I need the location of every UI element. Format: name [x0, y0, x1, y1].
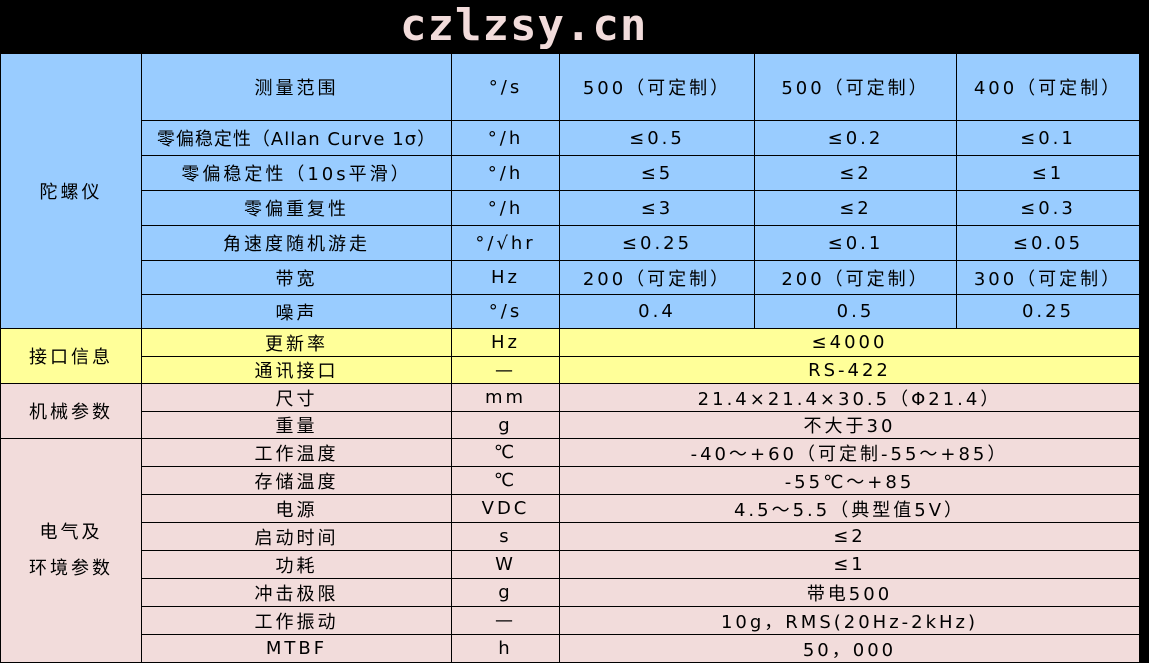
table-row: 零偏稳定性（10s平滑） °/h ≤5 ≤2 ≤1	[1, 155, 1140, 191]
param-value: ≤2	[559, 522, 1140, 551]
spec-table: 陀螺仪 测量范围 °/s 500（可定制） 500（可定制） 400（可定制） 零偏稳定性（…	[0, 53, 1140, 663]
param-unit: °/h	[451, 155, 560, 191]
param-value: ≤0.5	[559, 120, 755, 156]
param-name: 零偏重复性	[141, 190, 452, 226]
param-value: 10g，RMS(20Hz-2kHz)	[559, 606, 1140, 635]
category-cell: 陀螺仪	[0, 53, 142, 329]
param-unit: Hz	[451, 260, 560, 295]
param-name: 更新率	[141, 328, 452, 357]
table-row: 零偏稳定性（Allan Curve 1σ） °/h ≤0.5 ≤0.2 ≤0.1	[1, 120, 1140, 156]
table-row: 电源 VDC 4.5～5.5（典型值5V）	[1, 494, 1140, 523]
param-value: 300（可定制）	[956, 260, 1140, 295]
table-row: 工作振动 —10g，RMS(20Hz-2kHz)	[1, 606, 1140, 635]
param-value: 带电500	[559, 578, 1140, 607]
table-row: 功耗 W ≤1	[1, 550, 1140, 579]
table-row: 冲击极限 g 带电500	[1, 578, 1140, 607]
table-row: 存储温度 ℃ -55℃～+85	[1, 466, 1140, 495]
table-row: 电气及 环境参数 工作温度 ℃ -40～+60（可定制-55～+85）	[0, 438, 1140, 663]
param-value: 500（可定制）	[559, 53, 755, 121]
param-unit: —	[451, 606, 560, 635]
param-unit: g	[451, 578, 560, 607]
param-unit: °/√hr	[451, 225, 560, 261]
category-cell: 机械参数	[0, 383, 142, 439]
param-name: 带宽	[141, 260, 452, 295]
param-value: 0.4	[559, 294, 755, 329]
param-name: 零偏稳定性（10s平滑）	[141, 155, 452, 191]
param-value: 200（可定制）	[754, 260, 957, 295]
param-value: 200（可定制）	[559, 260, 755, 295]
table-row: 接口信息 更新率 Hz ≤4000	[0, 328, 1140, 384]
table-row: 噪声 °/s 0.4 0.5 0.25	[1, 294, 1140, 329]
table-row: 带宽 Hz 200（可定制） 200（可定制） 300（可定制）	[1, 260, 1140, 295]
param-unit: W	[451, 550, 560, 579]
param-name: 重量	[141, 411, 452, 439]
param-unit: VDC	[451, 494, 560, 523]
category-cell: 电气及 环境参数	[0, 438, 142, 663]
table-row: 角速度随机游走 °/√hr ≤0.25 ≤0.1 ≤0.05	[1, 225, 1140, 261]
param-value: ≤0.1	[956, 120, 1140, 156]
param-unit: h	[451, 634, 560, 663]
param-name: 启动时间	[141, 522, 452, 551]
param-value: ≤0.1	[754, 225, 957, 261]
param-value: -55℃～+85	[559, 466, 1140, 495]
param-value: ≤2	[754, 190, 957, 226]
param-name: 噪声	[141, 294, 452, 329]
param-name: 角速度随机游走	[141, 225, 452, 261]
param-name: 测量范围	[141, 53, 452, 121]
table-row: 启动时间 s ≤2	[1, 522, 1140, 551]
param-unit: °/s	[451, 294, 560, 329]
category-cell: 接口信息	[0, 328, 142, 384]
table-row: 通讯接口 — RS-422	[1, 356, 1140, 384]
param-value: 4.5～5.5（典型值5V）	[559, 494, 1140, 523]
param-name: MTBF	[141, 634, 452, 663]
param-name: 工作振动	[141, 606, 452, 635]
param-name: 存储温度	[141, 466, 452, 495]
param-value: ≤5	[559, 155, 755, 191]
param-name: 功耗	[141, 550, 452, 579]
param-value: 21.4×21.4×30.5（Φ21.4）	[559, 383, 1140, 412]
table-row: 陀螺仪 测量范围 °/s 500（可定制） 500（可定制） 400（可定制）	[0, 53, 1140, 329]
param-name: 尺寸	[141, 383, 452, 412]
param-unit: Hz	[451, 328, 560, 357]
param-value: 0.25	[956, 294, 1140, 329]
param-value: ≤0.05	[956, 225, 1140, 261]
param-value: RS-422	[559, 356, 1140, 384]
watermark: czlzsy.cn	[400, 0, 648, 51]
param-value: ≤0.2	[754, 120, 957, 156]
param-value: 500（可定制）	[754, 53, 957, 121]
table-row: 零偏重复性 °/h ≤3 ≤2 ≤0.3	[1, 190, 1140, 226]
table-row: 机械参数 尺寸 mm 21.4×21.4×30.5（Φ21.4）	[0, 383, 1140, 439]
param-value: ≤0.3	[956, 190, 1140, 226]
param-name: 零偏稳定性（Allan Curve 1σ）	[141, 120, 452, 156]
param-unit: g	[451, 411, 560, 439]
param-value: ≤1	[559, 550, 1140, 579]
param-value: 400（可定制）	[956, 53, 1140, 121]
param-value: 50，000	[559, 634, 1140, 663]
param-value: ≤3	[559, 190, 755, 226]
table-row: MTBF h 50，000	[1, 634, 1140, 663]
param-unit: s	[451, 522, 560, 551]
param-unit: °/h	[451, 120, 560, 156]
param-value: ≤4000	[559, 328, 1140, 357]
param-unit: mm	[451, 383, 560, 412]
param-unit: °/h	[451, 190, 560, 226]
category-line: 电气及	[39, 521, 103, 543]
param-unit: ℃	[451, 466, 560, 495]
param-unit: ℃	[451, 438, 560, 467]
param-name: 通讯接口	[141, 356, 452, 384]
param-name: 工作温度	[141, 438, 452, 467]
param-name: 冲击极限	[141, 578, 452, 607]
param-unit: °/s	[451, 53, 560, 121]
param-value: ≤2	[754, 155, 957, 191]
param-value: -40～+60（可定制-55～+85）	[559, 438, 1140, 467]
param-value: 0.5	[754, 294, 957, 329]
table-row: 重量 g 不大于30	[1, 411, 1140, 439]
param-value: 不大于30	[559, 411, 1140, 439]
param-unit: —	[451, 356, 560, 384]
param-name: 电源	[141, 494, 452, 523]
param-value: ≤0.25	[559, 225, 755, 261]
category-line: 环境参数	[29, 557, 113, 579]
param-value: ≤1	[956, 155, 1140, 191]
